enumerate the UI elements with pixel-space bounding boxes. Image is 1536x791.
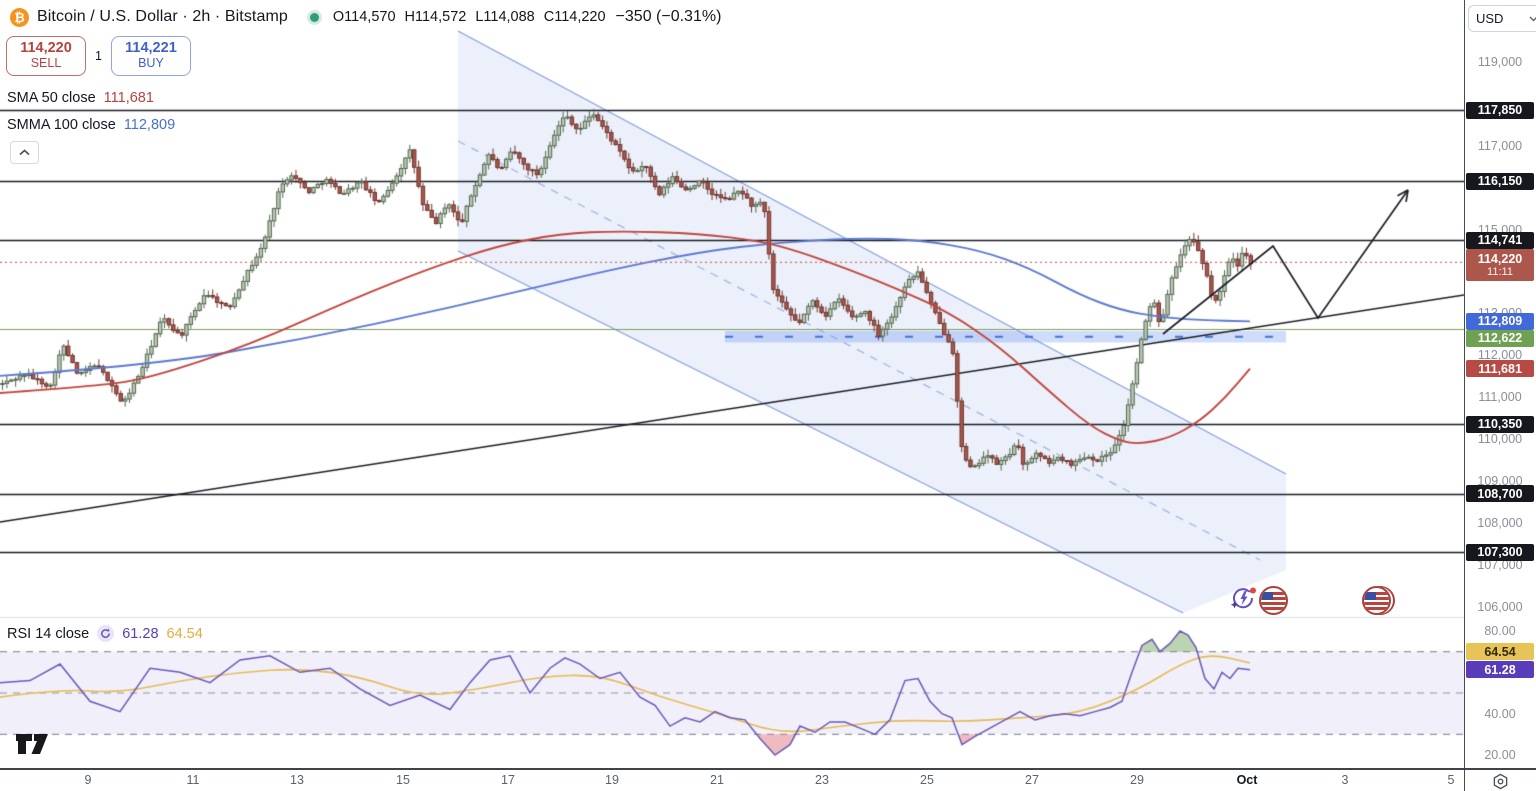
ai-event-icon[interactable] [1230, 585, 1257, 612]
countdown-timer: 11:11 [1487, 265, 1513, 278]
time-tick-Oct: Oct [1236, 773, 1258, 787]
legend-smma100[interactable]: SMMA 100 close 112,809 [7, 115, 175, 135]
change-value: −350 (−0.31%) [615, 8, 722, 25]
legend-rsi[interactable]: RSI 14 close 61.28 64.54 [7, 625, 203, 642]
buy-label: BUY [138, 56, 164, 71]
rsi-tick: 20.00 [1484, 748, 1516, 762]
currency-selector[interactable]: USD [1468, 5, 1536, 32]
time-tick-17: 17 [501, 773, 515, 787]
time-tick-29: 29 [1130, 773, 1144, 787]
price-tick: 108,000 [1477, 515, 1523, 530]
currency-label: USD [1476, 11, 1504, 26]
price-tick: 111,000 [1478, 390, 1522, 405]
time-tick-9: 9 [84, 773, 92, 787]
spread-value: 1 [95, 49, 102, 63]
us-flag-event-icon[interactable] [1259, 586, 1288, 615]
order-panel: 114,220 SELL 1 114,221 BUY [6, 36, 191, 76]
price-badge-112622: 112,622 [1466, 329, 1534, 347]
legend-sma50[interactable]: SMA 50 close 111,681 [7, 88, 154, 108]
rsi-badge-64.54: 64.54 [1466, 643, 1534, 661]
price-badge-111681: 111,681 [1466, 360, 1534, 378]
bitcoin-logo-icon: ₿ [10, 7, 29, 27]
buy-price: 114,221 [125, 40, 177, 57]
price-badge-116150: 116,150 [1466, 172, 1534, 190]
time-tick-3: 3 [1341, 773, 1349, 787]
chevron-down-icon [1529, 16, 1536, 21]
rsi-ma-value: 64.54 [166, 625, 203, 642]
chevron-up-icon [19, 149, 30, 156]
price-tick: 119,000 [1477, 55, 1523, 69]
buy-button[interactable]: 114,221 BUY [110, 36, 191, 76]
sell-button[interactable]: 114,220 SELL [6, 36, 86, 76]
price-badge-114220: 114,220 11:11 [1466, 248, 1534, 281]
price-tick: 117,000 [1477, 138, 1523, 153]
time-axis[interactable]: 9 11 13 15 17 19 21 23 25 27 29 Oct 3 5 [0, 768, 1536, 791]
rsi-tick: 80.00 [1484, 624, 1516, 638]
ohlc-h-value: H114,572 [404, 9, 467, 25]
chart-canvas[interactable] [0, 0, 1464, 768]
ohlc-values: O114,570 H114,572 L114,088 C114,220 [333, 9, 606, 25]
time-tick-5: 5 [1447, 773, 1455, 787]
collapse-legend-button[interactable] [10, 141, 39, 164]
price-tick: 106,000 [1477, 599, 1523, 614]
us-flag-event-icon[interactable] [1362, 586, 1391, 615]
time-tick-21: 21 [710, 773, 724, 787]
price-axis[interactable]: USD 119,000117,000115,000113,000112,0001… [1464, 0, 1536, 768]
rsi-badge-61.28: 61.28 [1466, 661, 1534, 679]
ohlc-c-value: C114,220 [543, 9, 606, 25]
price-tick: 112,000 [1477, 348, 1523, 363]
sma50-value: 111,681 [103, 90, 154, 106]
sma50-name: SMA 50 close [7, 90, 96, 106]
sell-label: SELL [30, 56, 62, 71]
time-tick-23: 23 [815, 773, 829, 787]
time-tick-25: 25 [920, 773, 934, 787]
time-tick-13: 13 [290, 773, 304, 787]
pane-settings-icon[interactable] [1487, 771, 1513, 791]
rsi-tick: 40.00 [1484, 706, 1516, 721]
time-tick-19: 19 [605, 773, 619, 787]
refresh-icon[interactable] [97, 625, 115, 642]
price-tick: 109,000 [1477, 474, 1523, 488]
price-badge-117850: 117,850 [1466, 101, 1534, 119]
rsi-name: RSI 14 close [7, 625, 90, 642]
axis-separator [1464, 770, 1465, 791]
symbol-header: ₿ Bitcoin / U.S. Dollar · 2h · Bitstamp … [10, 6, 721, 28]
time-tick-27: 27 [1025, 773, 1039, 787]
time-tick-11: 11 [186, 773, 200, 787]
time-tick-15: 15 [396, 773, 410, 787]
smma100-value: 112,809 [123, 117, 176, 133]
price-badge-114741: 114,741 [1466, 231, 1534, 249]
ohlc-l-value: L114,088 [475, 9, 535, 25]
price-badge-110350: 110,350 [1466, 415, 1534, 433]
rsi-value: 61.28 [122, 625, 159, 642]
tradingview-logo[interactable] [14, 730, 50, 761]
data-source-status-dot [309, 12, 319, 22]
ohlc-o-value: O114,570 [332, 9, 396, 25]
price-badge-112809: 112,809 [1466, 312, 1534, 330]
price-tick: 107,000 [1477, 557, 1523, 572]
symbol-title[interactable]: Bitcoin / U.S. Dollar · 2h · Bitstamp [37, 8, 288, 25]
price-badge-108700: 108,700 [1466, 485, 1534, 503]
smma100-name: SMMA 100 close [7, 117, 116, 133]
price-badge-107300: 107,300 [1466, 543, 1534, 561]
sell-price: 114,220 [20, 40, 72, 57]
price-tick: 110,000 [1477, 432, 1523, 447]
